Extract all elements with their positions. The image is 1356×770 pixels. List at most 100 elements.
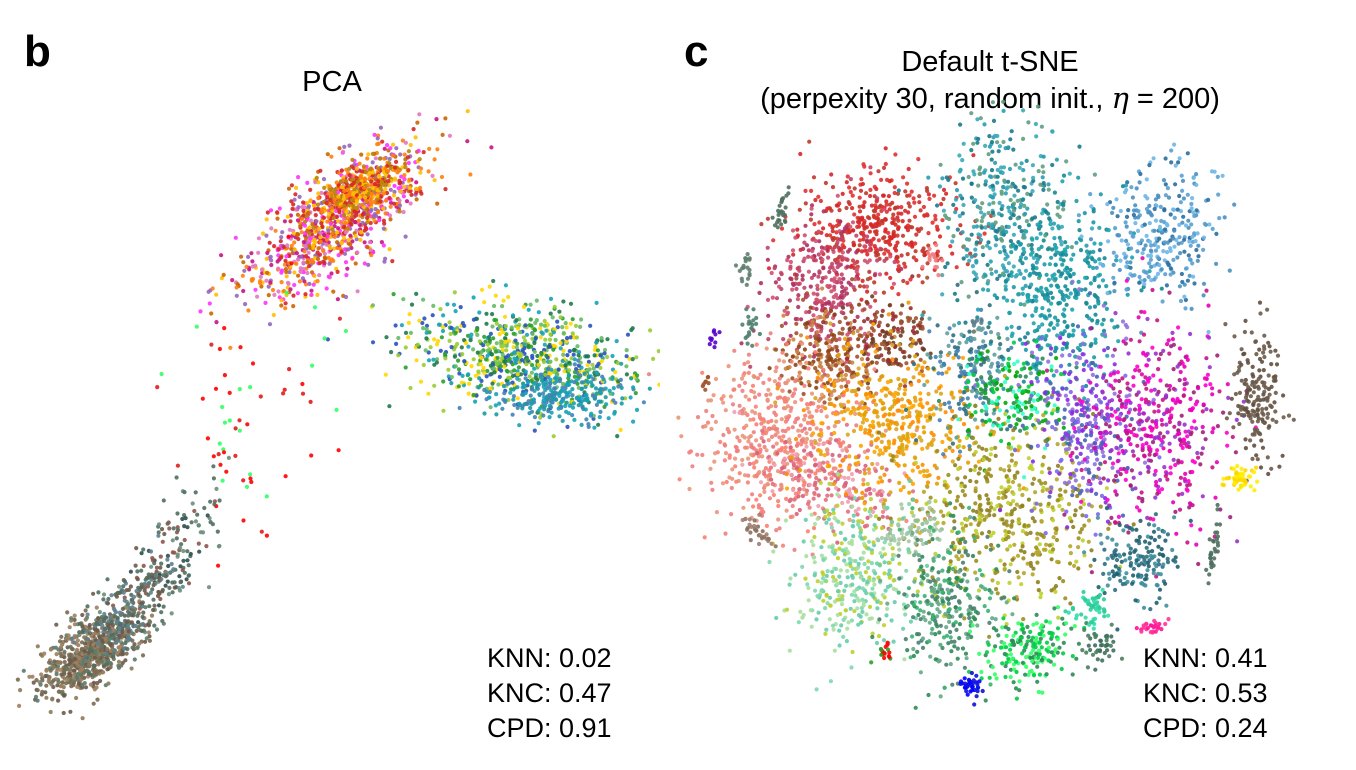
tsne-point [958, 193, 963, 198]
tsne-point [830, 224, 836, 229]
tsne-point [995, 140, 1000, 145]
tsne-point [860, 278, 865, 283]
tsne-point [954, 265, 959, 270]
tsne-point [892, 185, 897, 190]
tsne-point [856, 337, 861, 342]
tsne-point [868, 187, 873, 192]
tsne-point [770, 295, 775, 300]
tsne-point [821, 320, 826, 325]
tsne-point [1074, 240, 1079, 245]
tsne-point [945, 261, 950, 266]
tsne-point [794, 355, 800, 360]
tsne-point [1046, 277, 1051, 282]
tsne-point [1001, 139, 1006, 145]
tsne-point [1055, 205, 1061, 210]
pca-point [267, 322, 273, 327]
tsne-point [960, 158, 965, 163]
tsne-point [900, 303, 905, 308]
tsne-point [951, 202, 956, 207]
tsne-point [765, 216, 771, 221]
tsne-point [788, 333, 793, 338]
tsne-point [907, 354, 912, 359]
tsne-point [1046, 328, 1051, 333]
tsne-point [988, 267, 994, 272]
tsne-point [1083, 287, 1088, 292]
tsne-point [873, 215, 878, 220]
tsne-point [1007, 166, 1013, 172]
pca-point [331, 246, 336, 251]
tsne-point [832, 312, 837, 317]
tsne-point [837, 277, 842, 282]
tsne-point [893, 152, 898, 157]
tsne-point [916, 273, 921, 278]
tsne-point [872, 273, 878, 278]
tsne-point [842, 288, 847, 293]
pca-point [214, 292, 219, 297]
pca-point [387, 247, 392, 252]
tsne-point [1012, 222, 1017, 227]
tsne-point [900, 219, 905, 224]
tsne-point [1026, 120, 1031, 125]
tsne-point [869, 332, 874, 337]
tsne-point [783, 366, 788, 371]
tsne-point [910, 274, 915, 279]
tsne-point [1040, 175, 1045, 180]
tsne-point [876, 169, 881, 174]
tsne-point [896, 218, 901, 223]
tsne-point [865, 238, 870, 243]
tsne-point [781, 313, 786, 318]
tsne-point [813, 300, 818, 305]
tsne-point [1023, 347, 1028, 352]
tsne-point [1011, 147, 1016, 152]
tsne-point [803, 188, 808, 193]
tsne-point [919, 226, 924, 231]
tsne-point [982, 231, 987, 236]
pca-point [435, 147, 440, 152]
tsne-point [807, 383, 812, 388]
tsne-point [828, 328, 833, 333]
tsne-point [829, 332, 835, 337]
tsne-point [795, 227, 800, 232]
tsne-point [766, 313, 771, 318]
tsne-point [985, 262, 990, 267]
pca-point [342, 251, 348, 256]
tsne-point [896, 226, 901, 232]
tsne-point [748, 364, 753, 369]
tsne-point [1159, 286, 1164, 291]
tsne-point [826, 352, 832, 357]
tsne-point [1046, 187, 1051, 192]
tsne-point [829, 367, 834, 372]
tsne-point [851, 325, 857, 331]
tsne-point [943, 213, 948, 218]
pca-point [258, 274, 263, 279]
tsne-point [933, 217, 938, 222]
tsne-point [813, 366, 818, 371]
tsne-point [1005, 254, 1010, 259]
tsne-point [813, 334, 818, 339]
tsne-point [916, 157, 921, 162]
tsne-point [865, 277, 871, 282]
pca-point [304, 282, 309, 287]
tsne-point [965, 247, 970, 252]
tsne-point [941, 208, 947, 213]
pca-point [345, 266, 350, 271]
tsne-point [876, 238, 882, 243]
tsne-point [882, 251, 887, 256]
tsne-point [807, 309, 812, 314]
tsne-point [839, 280, 844, 285]
tsne-title-eta-value: = 200) [1128, 83, 1220, 115]
tsne-point [1008, 137, 1013, 142]
tsne-point [826, 255, 831, 260]
tsne-point [960, 230, 965, 235]
tsne-point [908, 306, 913, 311]
tsne-point [878, 246, 883, 251]
tsne-point [907, 193, 912, 198]
tsne-point [883, 146, 888, 151]
tsne-point [993, 160, 998, 165]
tsne-point [1042, 262, 1047, 267]
tsne-point [824, 233, 829, 238]
tsne-point [1089, 226, 1095, 231]
tsne-point [817, 269, 822, 274]
tsne-point [1093, 340, 1098, 345]
tsne-point [803, 223, 808, 228]
